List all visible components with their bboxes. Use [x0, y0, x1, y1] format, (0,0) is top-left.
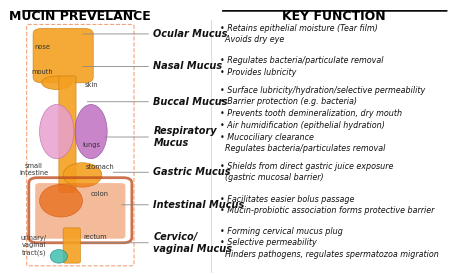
Text: nose: nose	[35, 44, 51, 50]
Ellipse shape	[42, 76, 72, 90]
Text: skin: skin	[84, 82, 98, 89]
Ellipse shape	[50, 250, 67, 263]
Text: • Surface lubricity/hydration/selective permeability
• Barrier protection (e.g. : • Surface lubricity/hydration/selective …	[220, 86, 425, 118]
Ellipse shape	[39, 104, 74, 159]
Text: stomach: stomach	[85, 164, 114, 170]
Text: • Regulates bacteria/particulate removal
• Provides lubricity: • Regulates bacteria/particulate removal…	[220, 56, 383, 77]
Text: MUCIN PREVELANCE: MUCIN PREVELANCE	[9, 10, 151, 22]
Text: Ocular Mucus: Ocular Mucus	[153, 29, 228, 39]
FancyBboxPatch shape	[33, 28, 93, 83]
Ellipse shape	[63, 163, 102, 187]
Text: • Shields from direct gastric juice exposure
  (gastric mucosal barrier): • Shields from direct gastric juice expo…	[220, 162, 393, 182]
Ellipse shape	[39, 184, 82, 217]
Text: • Forming cervical mucus plug
• Selective permeability
  Hinders pathogens, regu: • Forming cervical mucus plug • Selectiv…	[220, 227, 439, 259]
Text: Buccal Mucus: Buccal Mucus	[153, 97, 228, 107]
FancyBboxPatch shape	[63, 228, 80, 263]
Text: small
intestine: small intestine	[19, 163, 48, 176]
Ellipse shape	[75, 104, 107, 159]
Text: Gastric Mucus: Gastric Mucus	[153, 167, 231, 177]
Text: • Facilitates easier bolus passage
• Mucin-probiotic association forms protectiv: • Facilitates easier bolus passage • Muc…	[220, 195, 434, 215]
Text: rectum: rectum	[83, 234, 107, 240]
Text: lungs: lungs	[82, 142, 100, 148]
Text: colon: colon	[91, 191, 109, 197]
Text: • Air humidification (epithelial hydration)
• Mucociliary clearance
  Regulates : • Air humidification (epithelial hydrati…	[220, 121, 385, 153]
Text: Intestinal Mucus: Intestinal Mucus	[153, 200, 245, 210]
Text: Nasal Mucus: Nasal Mucus	[153, 61, 222, 72]
Text: Cervico/
vaginal Mucus: Cervico/ vaginal Mucus	[153, 232, 232, 253]
Text: Respiratory
Mucus: Respiratory Mucus	[153, 126, 217, 148]
Text: • Retains epithelial moisture (Tear film)
  Avoids dry eye: • Retains epithelial moisture (Tear film…	[220, 24, 378, 44]
Text: mouth: mouth	[32, 69, 54, 75]
Text: urinary/
vaginal
tract(s): urinary/ vaginal tract(s)	[21, 235, 47, 256]
FancyBboxPatch shape	[59, 76, 76, 193]
FancyBboxPatch shape	[35, 183, 126, 239]
Text: KEY FUNCTION: KEY FUNCTION	[282, 10, 385, 22]
